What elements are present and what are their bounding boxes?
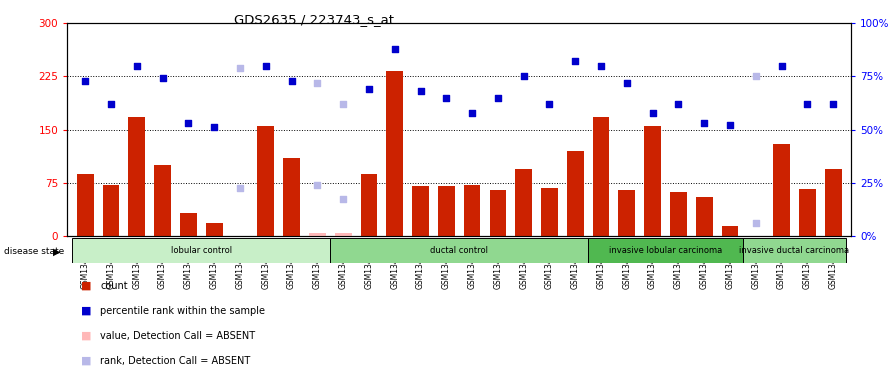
Text: ductal control: ductal control (430, 246, 488, 255)
Point (516, 73, 530, 79)
Point (568, 58, 582, 65)
Point (749, 220, 763, 227)
Bar (77, 174, 94, 236)
Bar (592, 117, 609, 236)
Bar (309, 233, 326, 236)
Point (130, 63, 144, 69)
Point (310, 79, 324, 86)
Text: GDS2635 / 223743_s_at: GDS2635 / 223743_s_at (234, 13, 393, 26)
Bar (464, 185, 480, 236)
Point (749, 73, 763, 79)
Bar (773, 144, 790, 236)
Bar (154, 165, 171, 236)
Point (78, 78, 92, 84)
Point (671, 101, 685, 107)
Point (259, 63, 273, 69)
Point (207, 124, 221, 131)
Point (491, 94, 505, 101)
Point (388, 46, 402, 52)
Point (465, 109, 479, 116)
Point (336, 196, 350, 202)
Point (233, 65, 247, 71)
Bar (541, 188, 558, 236)
Point (413, 88, 427, 94)
Point (800, 101, 814, 107)
Text: rank, Detection Call = ABSENT: rank, Detection Call = ABSENT (100, 356, 251, 366)
Bar (412, 187, 429, 236)
Bar (696, 197, 712, 236)
Text: lobular control: lobular control (171, 246, 232, 255)
Point (336, 101, 350, 107)
Bar (206, 223, 222, 236)
Bar (588, 238, 743, 263)
Bar (824, 169, 841, 236)
Text: percentile rank within the sample: percentile rank within the sample (100, 306, 265, 316)
Bar (670, 192, 687, 236)
Bar (438, 187, 454, 236)
Point (774, 63, 788, 69)
Point (439, 94, 453, 101)
Bar (335, 233, 351, 236)
Bar (721, 225, 738, 236)
Bar (73, 238, 331, 263)
Point (594, 63, 608, 69)
Point (645, 109, 659, 116)
Point (723, 122, 737, 128)
Point (620, 79, 634, 86)
Bar (618, 190, 635, 236)
Text: ■: ■ (81, 356, 91, 366)
Text: ▶: ▶ (53, 247, 60, 257)
Text: ■: ■ (81, 331, 91, 341)
Bar (257, 126, 274, 236)
Text: invasive lobular carcinoma: invasive lobular carcinoma (609, 246, 722, 255)
Point (284, 78, 298, 84)
Point (233, 185, 247, 191)
Bar (386, 71, 403, 236)
Bar (180, 214, 197, 236)
Bar (128, 117, 145, 236)
Point (542, 101, 556, 107)
Bar (799, 189, 815, 236)
Text: ■: ■ (81, 281, 91, 291)
Text: count: count (100, 281, 128, 291)
Point (155, 75, 169, 81)
Bar (567, 151, 583, 236)
Point (697, 120, 711, 126)
Point (362, 86, 376, 92)
Text: ■: ■ (81, 306, 91, 316)
Point (826, 101, 840, 107)
Bar (489, 190, 506, 236)
Bar (644, 126, 661, 236)
Point (310, 182, 324, 188)
Bar (283, 158, 300, 236)
Bar (360, 174, 377, 236)
Text: value, Detection Call = ABSENT: value, Detection Call = ABSENT (100, 331, 255, 341)
Point (181, 120, 195, 126)
Text: disease state: disease state (4, 247, 65, 256)
Point (104, 101, 118, 107)
Bar (331, 238, 588, 263)
Bar (743, 238, 846, 263)
Text: invasive ductal carcinoma: invasive ductal carcinoma (739, 246, 849, 255)
Bar (103, 185, 119, 236)
Bar (515, 169, 532, 236)
